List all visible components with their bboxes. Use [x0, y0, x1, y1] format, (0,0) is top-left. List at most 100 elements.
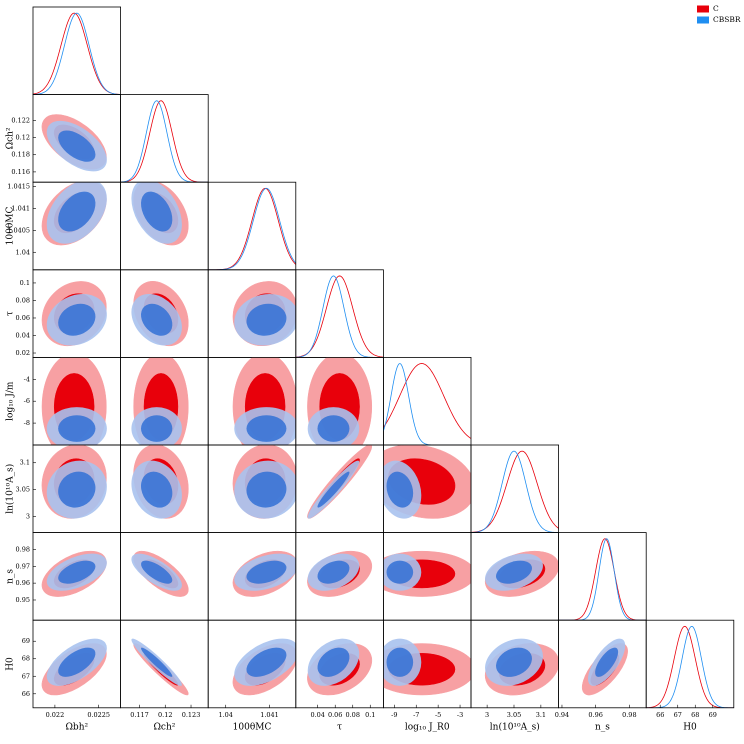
contour-68	[246, 471, 287, 508]
marginal-curve	[646, 625, 734, 708]
x-tick-label: 1.04	[218, 711, 232, 719]
panel	[131, 182, 189, 246]
panel	[383, 363, 471, 445]
y-tick-label: 0.95	[16, 596, 30, 604]
panel	[41, 114, 107, 172]
panel	[383, 638, 471, 696]
contour-68	[141, 560, 173, 584]
legend-label: C	[713, 4, 719, 13]
x-tick-label: 0.1	[365, 711, 375, 719]
panel	[208, 187, 296, 270]
y-tick-label: 0.02	[16, 349, 30, 357]
panel	[41, 638, 107, 696]
marginal-curve	[120, 100, 209, 183]
y-tick-label: 3	[26, 512, 30, 520]
x-tick-label: 0.022	[46, 711, 65, 719]
y-tick-label: 0.06	[16, 314, 30, 322]
y-tick-label: 68	[22, 655, 30, 663]
contour-68	[317, 415, 350, 442]
panel	[383, 445, 471, 519]
panel	[120, 100, 209, 183]
contour-68	[58, 191, 96, 232]
x-axis-label: ln(10¹⁰A_s)	[490, 721, 540, 732]
contour-68	[141, 191, 173, 232]
x-tick-label: 0.06	[328, 711, 342, 719]
contour-68	[58, 130, 96, 162]
panel-frame	[645, 619, 735, 709]
contour-68	[386, 471, 414, 508]
panel	[307, 357, 373, 445]
panel	[41, 357, 107, 445]
panel-frame	[382, 356, 472, 446]
contour-68	[141, 471, 173, 508]
contour-68	[246, 303, 287, 336]
x-tick-label: 68	[691, 711, 699, 719]
y-tick-label: -8	[24, 419, 30, 427]
panel	[33, 12, 121, 95]
marginal-curve	[33, 12, 121, 95]
contour-68	[141, 303, 173, 336]
contour-68	[386, 647, 414, 677]
y-tick-label: 66	[22, 690, 30, 698]
y-tick-label: 0.97	[16, 562, 30, 570]
panel	[484, 638, 559, 696]
marginal-curve	[33, 12, 121, 95]
panel	[131, 281, 189, 347]
marginal-curve	[471, 450, 559, 533]
x-tick-label: 3	[485, 711, 489, 719]
panel	[383, 550, 471, 597]
x-tick-label: 0.0225	[87, 711, 110, 719]
panel	[295, 275, 384, 358]
panel	[484, 550, 559, 597]
marginal-curve	[383, 363, 471, 439]
contour-68	[246, 415, 287, 442]
panel	[232, 357, 296, 445]
contour-68	[246, 647, 287, 677]
x-tick-label: -3	[457, 711, 463, 719]
panel	[232, 281, 296, 347]
marginal-curve	[208, 187, 296, 270]
legend-swatch	[697, 5, 709, 13]
x-tick-label: 69	[709, 711, 717, 719]
panel	[41, 550, 107, 597]
x-axis-label: Ωch²	[153, 722, 175, 732]
y-tick-label: 1.0415	[7, 183, 30, 191]
marginal-curve	[471, 450, 559, 533]
y-tick-label: 1.0405	[7, 226, 30, 234]
marginal-curve	[120, 100, 209, 183]
panel	[307, 550, 373, 597]
y-tick-label: 3.1	[20, 459, 30, 467]
y-axis-label: τ	[6, 311, 16, 316]
panel	[558, 538, 647, 621]
panel	[131, 550, 189, 597]
contour-68	[246, 560, 287, 584]
contour-68	[141, 647, 173, 677]
legend-swatch	[697, 16, 709, 24]
x-axis-label: 100θMC	[233, 722, 272, 732]
contour-68	[496, 647, 532, 677]
x-tick-label: 0.98	[622, 711, 636, 719]
marginal-curve	[295, 275, 384, 358]
contour-68	[317, 471, 350, 508]
panel	[307, 638, 373, 696]
panel	[131, 445, 189, 519]
panel	[41, 445, 107, 519]
x-axis-label: H0	[683, 722, 697, 732]
x-tick-label: 0.94	[555, 711, 569, 719]
panel	[41, 281, 107, 347]
panel-frame	[120, 94, 209, 183]
panel-frame	[558, 532, 647, 621]
contour-68	[58, 303, 96, 336]
x-tick-label: 0.117	[130, 711, 149, 719]
marginal-curve	[383, 363, 471, 445]
y-tick-label: 1.04	[16, 248, 30, 256]
contour-68	[317, 647, 350, 677]
panel	[232, 550, 296, 597]
y-axis-label: ln(10¹⁰A_s)	[5, 464, 16, 514]
y-tick-label: 1.041	[11, 204, 30, 212]
x-tick-label: 1.041	[260, 711, 279, 719]
marginal-curve	[558, 538, 647, 621]
x-tick-label: 0.12	[158, 711, 172, 719]
y-tick-label: -4	[24, 375, 30, 383]
